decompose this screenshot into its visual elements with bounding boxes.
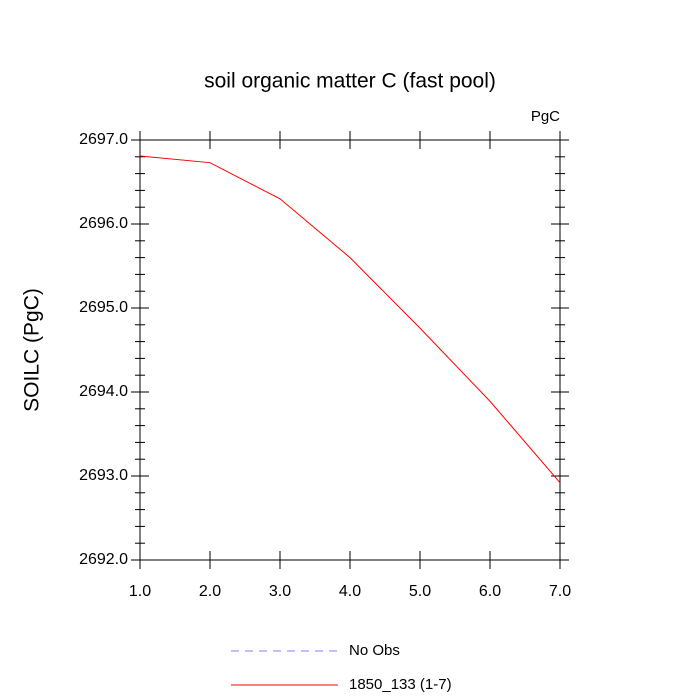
y-tick-label: 2695.0 [79,299,128,316]
data-line [139,155,561,484]
x-tick-label: 2.0 [199,583,221,600]
x-tick-label: 5.0 [409,583,431,600]
legend-label: 1850_133 (1-7) [349,676,452,693]
x-tick-label: 4.0 [339,583,361,600]
x-tick-label: 1.0 [129,583,151,600]
y-axis-label: SOILC (PgC) [21,288,44,412]
legend-label: No Obs [349,642,400,659]
chart-title: soil organic matter C (fast pool) [204,70,496,93]
y-tick-label: 2693.0 [79,467,128,484]
x-tick-label: 7.0 [549,583,571,600]
x-tick-label: 6.0 [479,583,501,600]
x-tick-label: 3.0 [269,583,291,600]
y-tick-label: 2696.0 [79,215,128,232]
units-label: PgC [531,108,560,125]
y-tick-label: 2694.0 [79,383,128,400]
y-tick-label: 2692.0 [79,551,128,568]
y-tick-label: 2697.0 [79,131,128,148]
plot-frame [139,139,561,561]
